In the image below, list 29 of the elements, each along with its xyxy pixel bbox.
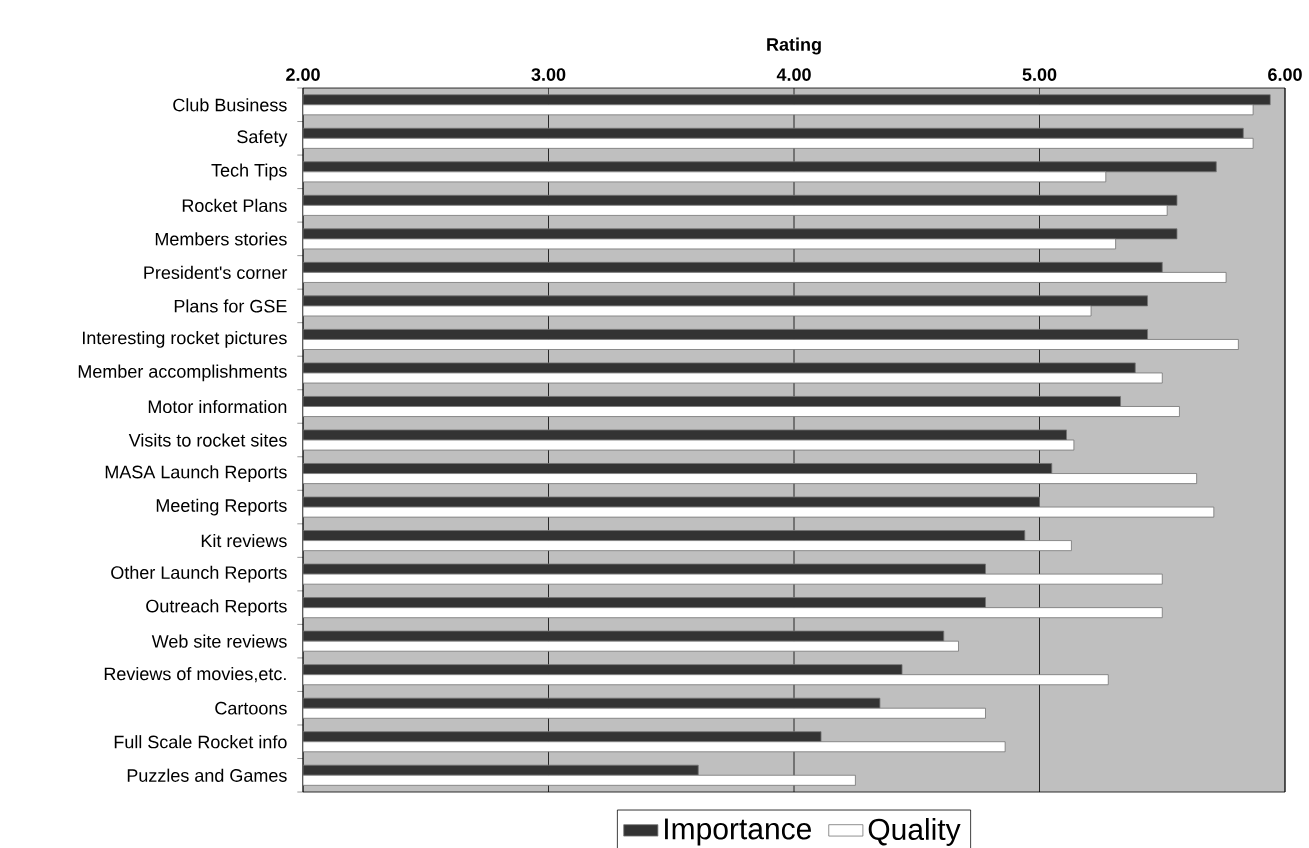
y-tick-label: Interesting rocket pictures [82, 331, 287, 348]
y-tick-label: Full Scale Rocket info [114, 735, 287, 749]
y-tick-label: Kit reviews [201, 533, 287, 548]
x-tick-label: 4.00 [776, 68, 811, 81]
y-tick-label: Visits to rocket sites [128, 433, 287, 447]
y-tick-label: Cartoons [215, 701, 287, 715]
y-tick-label: Tech Tips [211, 163, 287, 181]
y-tick-label: President's corner [144, 265, 288, 280]
x-tick-label: 3.00 [531, 68, 566, 81]
y-tick-label: Meeting Reports [156, 498, 287, 516]
legend-label: Importance [665, 818, 811, 846]
y-tick-label: Rocket Plans [182, 198, 287, 212]
y-tick-label: Member accomplishments [78, 364, 287, 382]
y-tick-label: Members stories [155, 232, 287, 246]
y-tick-label: Reviews of movies,etc. [104, 667, 286, 683]
y-tick-label: Puzzles and Games [127, 768, 287, 782]
y-tick-label: Safety [237, 129, 288, 147]
y-tick-label: MASA Launch Reports [105, 465, 287, 482]
legend-label: Quality [868, 818, 961, 846]
y-tick-label: Other Launch Reports [111, 565, 287, 583]
x-tick-label: 5.00 [1022, 68, 1057, 81]
y-tick-label: Web site reviews [151, 634, 287, 648]
y-tick-label: Motor information [148, 399, 287, 414]
y-tick-label: Plans for GSE [174, 299, 287, 313]
x-tick-label: 6.00 [1268, 68, 1302, 81]
y-tick-label: Outreach Reports [146, 599, 287, 617]
y-tick-label: Club Business [173, 98, 287, 112]
x-tick-label: 2.00 [286, 68, 320, 81]
x-axis-title: Rating [767, 37, 821, 55]
